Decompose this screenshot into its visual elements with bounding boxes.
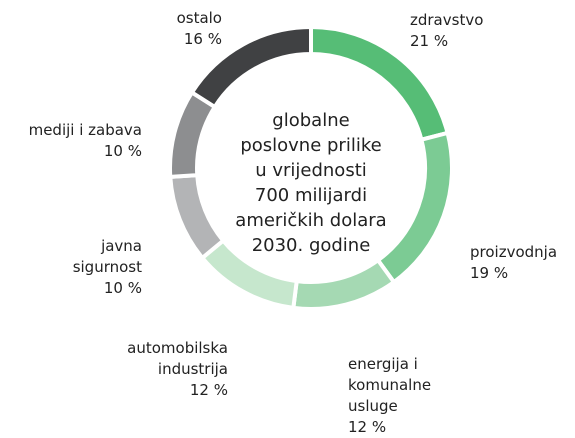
center-line: američkih dolara — [235, 210, 387, 231]
value-label: 21 % — [410, 32, 449, 50]
center-line: poslovne prilike — [240, 135, 382, 156]
chart: globalne poslovne prilike u vrijednosti 700… — [0, 8, 570, 436]
segment-label: zdravstvo 21 % — [410, 10, 530, 52]
segment-label: energija i komunalne usluge 12 % — [348, 354, 483, 438]
center-line: 2030. godine — [251, 235, 371, 256]
segment-label: mediji i zabava 10 % — [0, 120, 142, 162]
segment-label: automobilska industrija 12 % — [98, 338, 228, 401]
category-label: ostalo — [176, 9, 222, 27]
center-text: globalne poslovne prilike u vrijednosti 700… — [211, 108, 411, 258]
segment-label: proizvodnja 19 % — [470, 242, 570, 284]
center-line: 700 milijardi — [254, 185, 368, 206]
donut — [168, 24, 452, 311]
segment-label: ostalo 16 % — [100, 8, 222, 50]
category-label: energija i komunalne usluge — [348, 355, 432, 415]
category-label: automobilska industrija — [127, 339, 228, 378]
category-label: mediji i zabava — [28, 121, 142, 139]
value-label: 10 % — [103, 142, 142, 160]
value-label: 19 % — [470, 264, 509, 282]
donut-segment — [189, 24, 313, 110]
segment-label: javna sigurnost 10 % — [32, 236, 142, 299]
value-label: 16 % — [183, 30, 222, 48]
category-label: zdravstvo — [410, 11, 484, 29]
donut-segment — [168, 89, 218, 179]
value-label: 12 % — [348, 418, 387, 436]
value-label: 12 % — [189, 381, 228, 399]
category-label: javna sigurnost — [72, 237, 142, 276]
center-line: u vrijednosti — [255, 160, 367, 181]
donut-segment — [291, 257, 397, 311]
center-line: globalne — [272, 110, 350, 131]
value-label: 10 % — [103, 279, 142, 297]
category-label: proizvodnja — [470, 243, 558, 261]
